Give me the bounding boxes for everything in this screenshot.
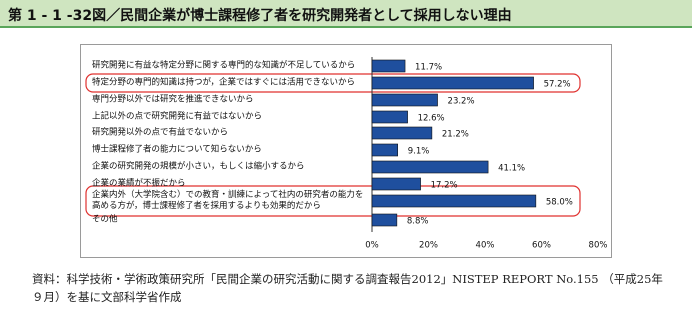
bar xyxy=(371,213,398,227)
category-label: 企業内外（大学院含む）での教育・訓練によって社内の研究者の能力を高める方が，博士… xyxy=(92,190,364,211)
category-label: その他 xyxy=(92,214,118,225)
x-tick-label: 60% xyxy=(532,241,551,251)
category-label: 研究開発に有益な特定分野に関する専門的な知識が不足しているから xyxy=(92,60,356,71)
bar xyxy=(371,93,438,107)
highlight-box xyxy=(85,73,581,93)
value-label: 12.6% xyxy=(418,114,445,124)
value-label: 41.1% xyxy=(498,164,525,174)
bar xyxy=(371,126,433,140)
header-bar xyxy=(0,0,692,28)
category-label: 研究開発以外の点で有益でないから xyxy=(92,127,229,138)
chart-frame xyxy=(80,44,612,258)
value-label: 57.2% xyxy=(544,80,571,90)
value-label: 58.0% xyxy=(546,198,573,208)
bar xyxy=(371,194,537,208)
bar xyxy=(371,160,489,174)
value-label: 9.1% xyxy=(408,147,430,157)
bar xyxy=(371,76,534,90)
bar xyxy=(371,110,408,124)
x-tick-label: 20% xyxy=(419,241,438,251)
source-note: 資料：科学技術・学術政策研究所「民間企業の研究活動に関する調査報告2012」NI… xyxy=(32,272,663,304)
bar xyxy=(371,59,406,73)
value-label: 23.2% xyxy=(448,97,475,107)
category-label: 上記以外の点で研究開発に有益ではないから xyxy=(92,111,263,122)
bar xyxy=(371,177,421,191)
chart-title: 第 1 - 1 -32図／民間企業が博士課程修了者を研究開発者として採用しない理… xyxy=(8,8,512,24)
value-label: 21.2% xyxy=(442,130,469,140)
x-tick-label: 80% xyxy=(589,241,608,251)
category-label: 企業の研究開発の規模が小さい，もしくは縮小するから xyxy=(92,161,305,172)
value-label: 8.8% xyxy=(407,217,429,227)
value-label: 17.2% xyxy=(431,181,458,191)
category-label: 博士課程修了者の能力について知らないから xyxy=(92,144,262,155)
category-label: 企業の業績が不振だから xyxy=(92,178,186,189)
bar xyxy=(371,143,399,157)
value-label: 11.7% xyxy=(415,63,442,73)
x-tick-label: 40% xyxy=(476,241,495,251)
category-label: 専門分野以外では研究を推進できないから xyxy=(92,94,254,105)
x-tick-label: 0% xyxy=(365,241,379,251)
category-label: 特定分野の専門的知識は持つが，企業ではすぐには活用できないから xyxy=(92,77,355,88)
highlight-box xyxy=(85,185,581,217)
